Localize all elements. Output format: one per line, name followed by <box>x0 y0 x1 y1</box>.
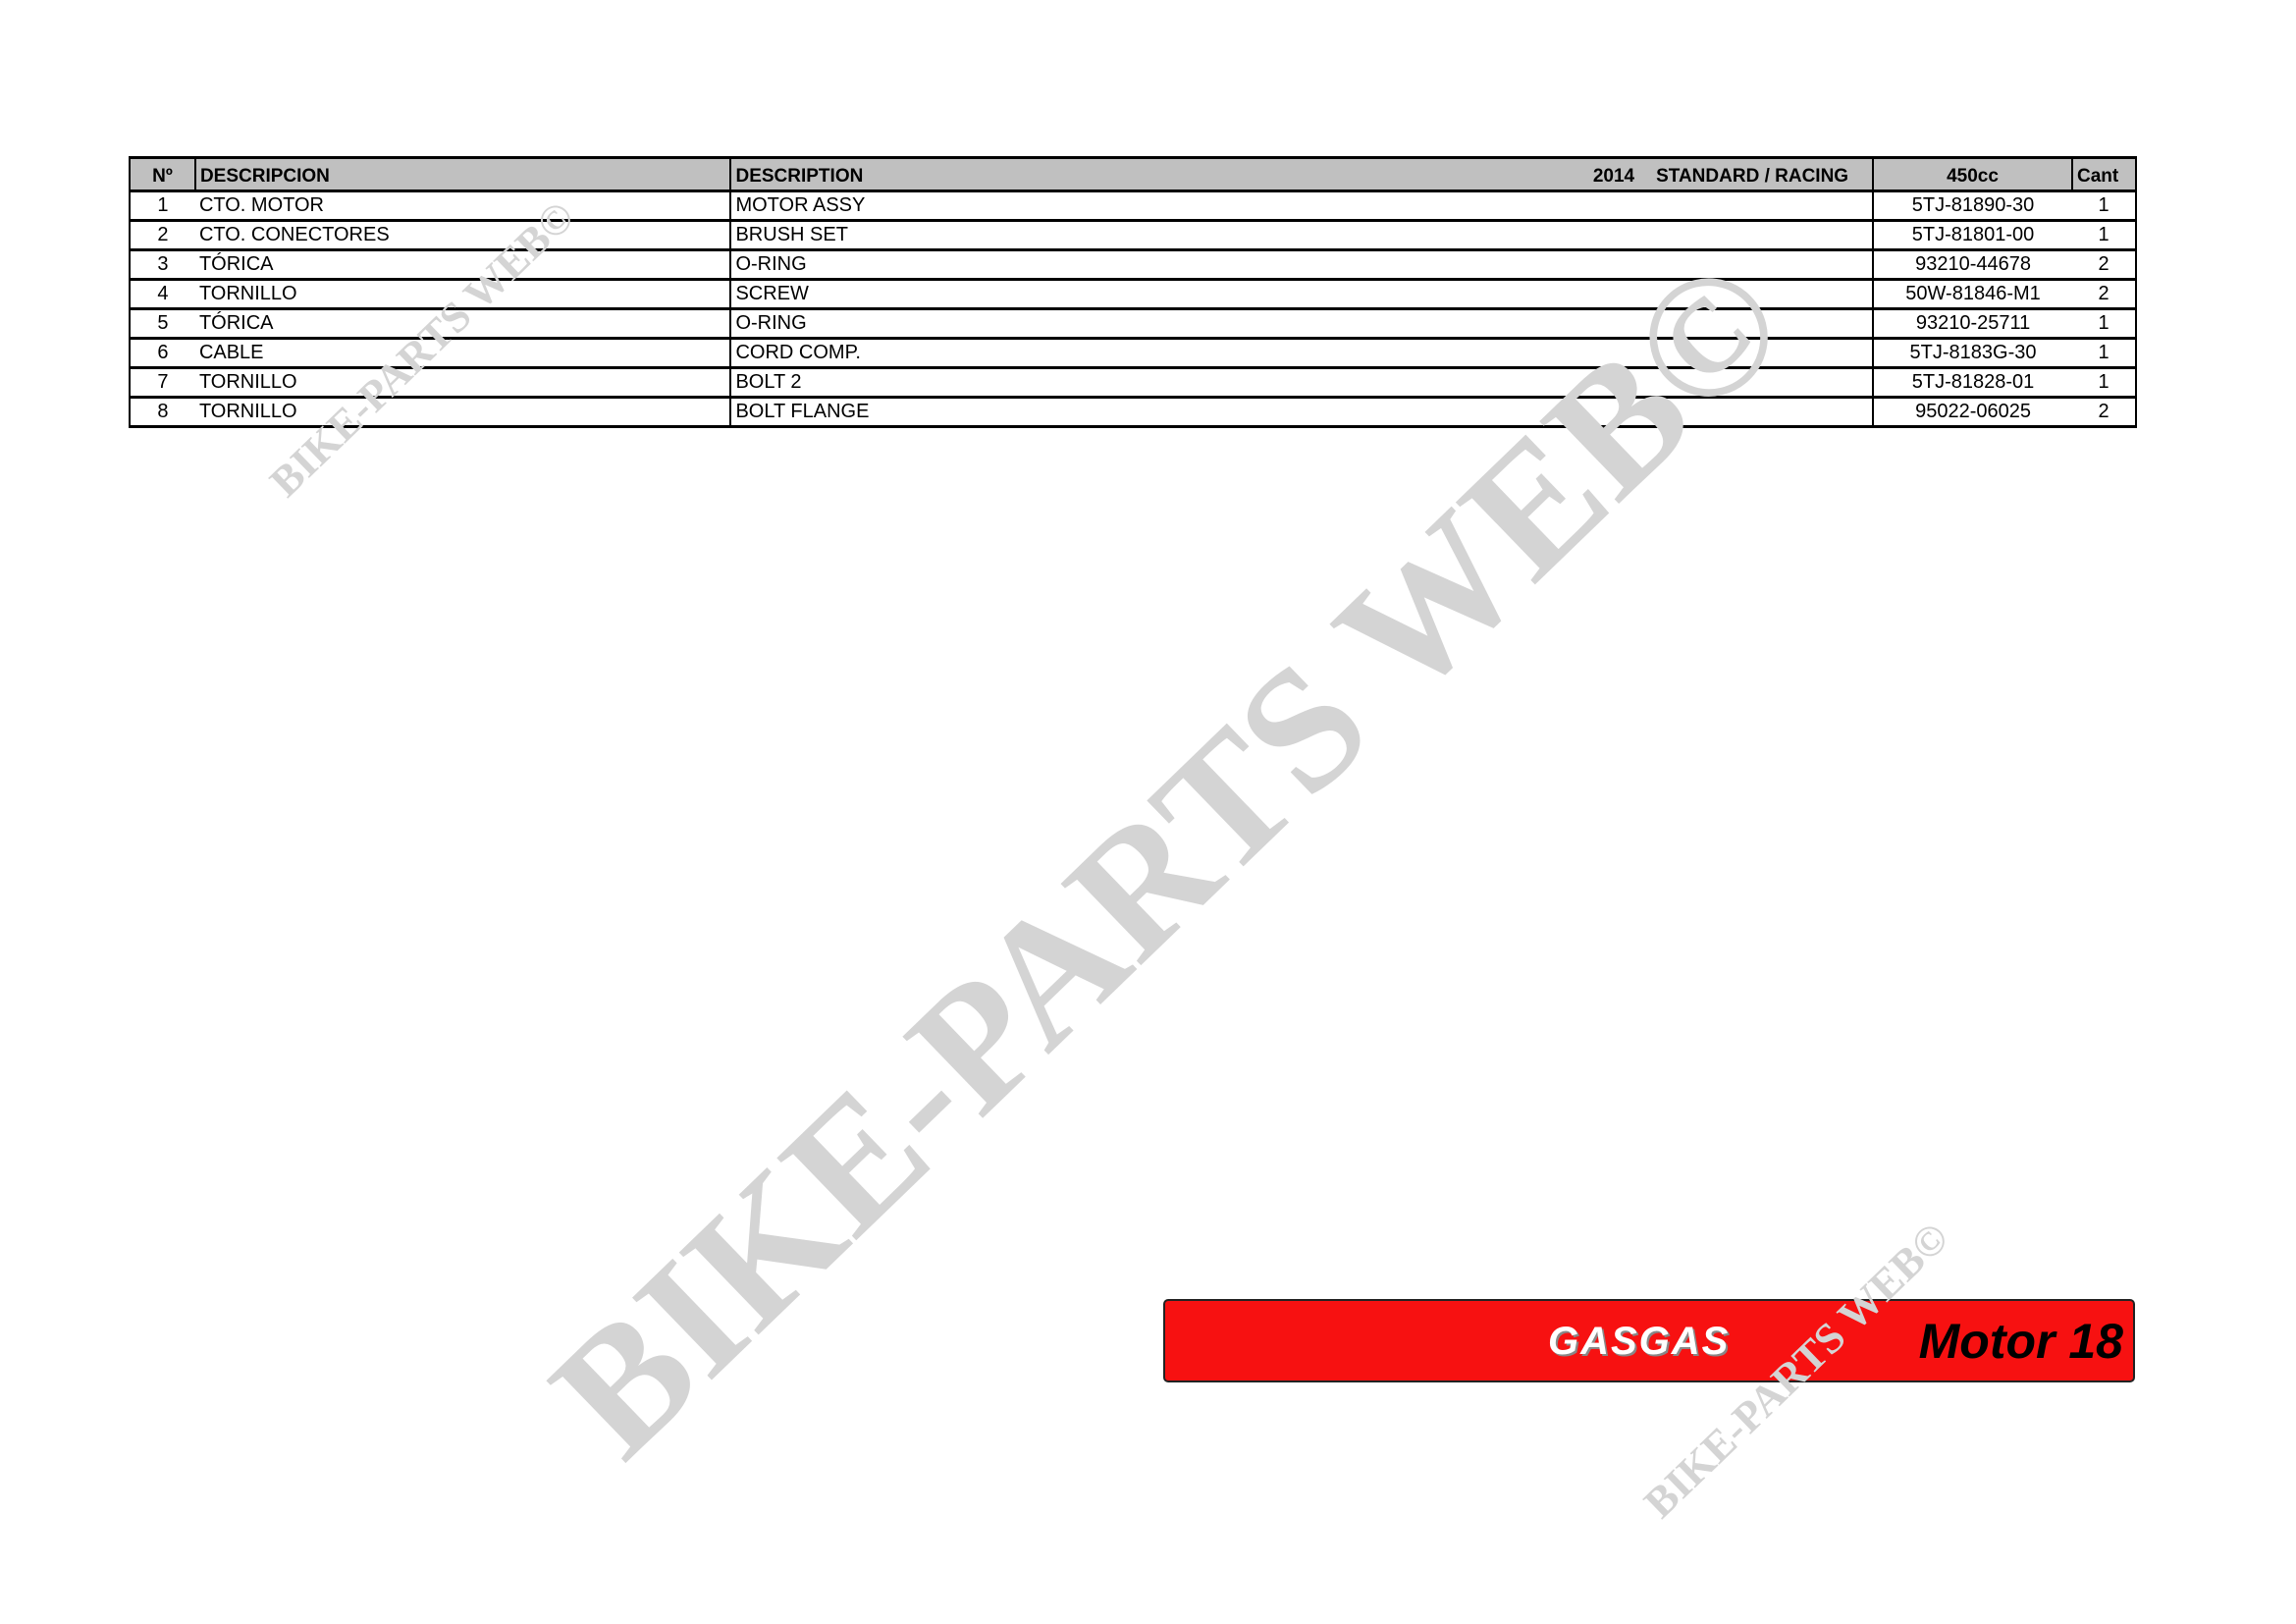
cell-part-number: 5TJ-81801-00 <box>1873 219 2072 251</box>
cell-qty: 1 <box>2072 366 2136 399</box>
cell-no: 6 <box>130 337 195 369</box>
cell-description: O-RING <box>730 307 1875 340</box>
cell-qty: 1 <box>2072 337 2136 369</box>
cell-no: 5 <box>130 307 195 340</box>
cell-description: SCREW <box>730 278 1875 310</box>
header-year: 2014 <box>1592 166 1635 187</box>
cell-no: 2 <box>130 219 195 251</box>
cell-qty: 1 <box>2072 307 2136 340</box>
cell-descripcion: TÓRICA <box>194 307 732 340</box>
cell-no: 3 <box>130 248 195 281</box>
table-row: 7 TORNILLO BOLT 2 5TJ-81828-01 1 <box>130 366 2136 399</box>
cell-descripcion: TORNILLO <box>194 396 732 428</box>
cell-descripcion: CABLE <box>194 337 732 369</box>
cell-descripcion: TORNILLO <box>194 278 732 310</box>
header-descripcion: DESCRIPCION <box>194 156 732 192</box>
cell-descripcion: CTO. CONECTORES <box>194 219 732 251</box>
table-row: 8 TORNILLO BOLT FLANGE 95022-06025 2 <box>130 396 2136 428</box>
cell-no: 8 <box>130 396 195 428</box>
cell-qty: 1 <box>2072 189 2136 222</box>
cell-qty: 2 <box>2072 396 2136 428</box>
cell-description: O-RING <box>730 248 1875 281</box>
brand-logo: GASGAS <box>1548 1320 1731 1363</box>
cell-part-number: 50W-81846-M1 <box>1873 278 2072 310</box>
cell-description: BRUSH SET <box>730 219 1875 251</box>
cell-no: 1 <box>130 189 195 222</box>
table-row: 6 CABLE CORD COMP. 5TJ-8183G-30 1 <box>130 337 2136 369</box>
cell-qty: 1 <box>2072 219 2136 251</box>
cell-descripcion: CTO. MOTOR <box>194 189 732 222</box>
cell-part-number: 95022-06025 <box>1873 396 2072 428</box>
cell-part-number: 5TJ-81890-30 <box>1873 189 2072 222</box>
header-qty: Cant <box>2072 156 2136 192</box>
section-title: Motor 18 <box>1918 1314 2123 1369</box>
table-row: 2 CTO. CONECTORES BRUSH SET 5TJ-81801-00 1 <box>130 219 2136 251</box>
cell-part-number: 5TJ-8183G-30 <box>1873 337 2072 369</box>
cell-descripcion: TÓRICA <box>194 248 732 281</box>
cell-no: 7 <box>130 366 195 399</box>
header-description: DESCRIPTION 2014 STANDARD / RACING <box>730 156 1875 192</box>
table-row: 3 TÓRICA O-RING 93210-44678 2 <box>130 248 2136 281</box>
parts-table: Nº DESCRIPCION DESCRIPTION 2014 STANDARD … <box>129 156 2137 428</box>
header-description-label: DESCRIPTION <box>735 165 864 187</box>
cell-description: BOLT FLANGE <box>730 396 1875 428</box>
cell-part-number: 93210-25711 <box>1873 307 2072 340</box>
cell-qty: 2 <box>2072 278 2136 310</box>
table-row: 1 CTO. MOTOR MOTOR ASSY 5TJ-81890-30 1 <box>130 189 2136 222</box>
cell-part-number: 5TJ-81828-01 <box>1873 366 2072 399</box>
cell-description: MOTOR ASSY <box>730 189 1875 222</box>
table-row: 4 TORNILLO SCREW 50W-81846-M1 2 <box>130 278 2136 310</box>
header-version: STANDARD / RACING <box>1656 166 1849 187</box>
cell-part-number: 93210-44678 <box>1873 248 2072 281</box>
cell-description: BOLT 2 <box>730 366 1875 399</box>
cell-description: CORD COMP. <box>730 337 1875 369</box>
cell-descripcion: TORNILLO <box>194 366 732 399</box>
table-row: 5 TÓRICA O-RING 93210-25711 1 <box>130 307 2136 340</box>
table-header: Nº DESCRIPCION DESCRIPTION 2014 STANDARD … <box>130 156 2136 192</box>
header-no: Nº <box>130 156 196 192</box>
header-model: 450cc <box>1873 156 2073 192</box>
cell-qty: 2 <box>2072 248 2136 281</box>
section-banner: GASGAS Motor 18 <box>1163 1299 2135 1382</box>
cell-no: 4 <box>130 278 195 310</box>
